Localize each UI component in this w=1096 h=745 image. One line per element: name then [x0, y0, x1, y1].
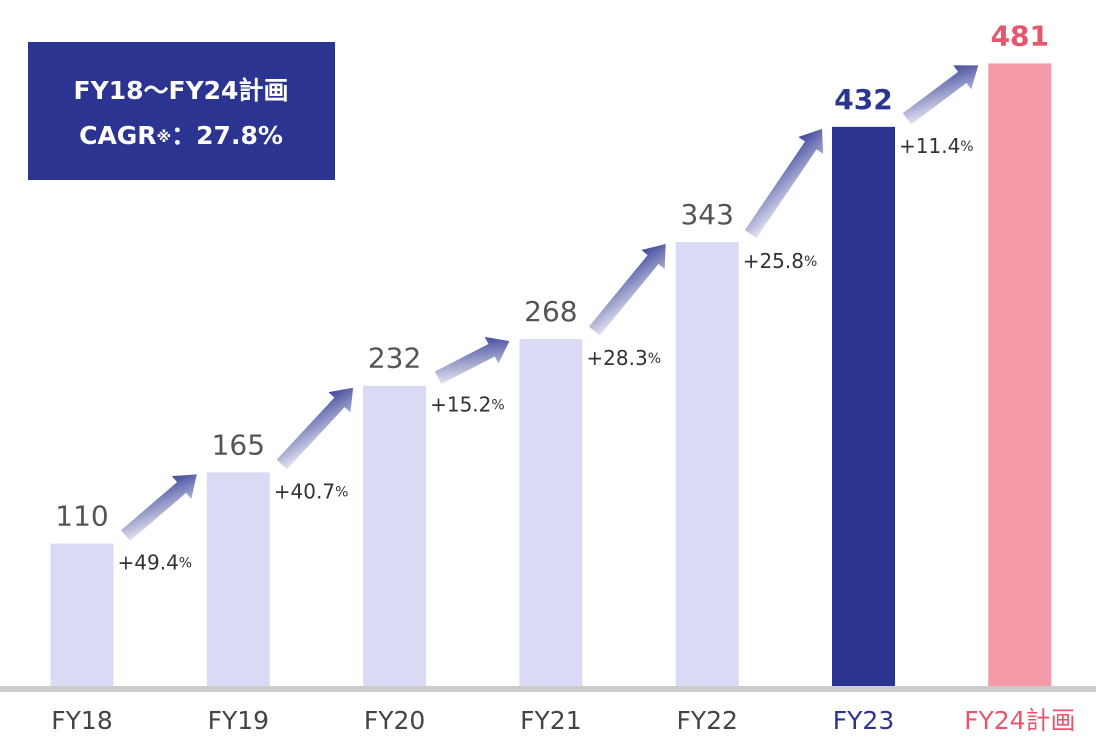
growth-arrow [434, 336, 510, 384]
bar [50, 543, 114, 686]
value-label: 110 [55, 500, 108, 533]
growth-label: +25.8% [743, 249, 818, 273]
value-label: 481 [991, 19, 1049, 52]
growth-arrow [902, 65, 979, 125]
x-tick-label: FY21 [520, 706, 581, 735]
growth-arrow [120, 474, 197, 541]
arrow-shape [744, 128, 824, 238]
arrow-shape [434, 336, 510, 384]
growth-label: +40.7% [274, 479, 349, 503]
value-label: 165 [212, 428, 265, 461]
x-tick-label: FY24計画 [964, 706, 1075, 735]
growth-label: +11.4% [899, 133, 974, 157]
value-label: 432 [834, 83, 892, 116]
value-label: 343 [680, 198, 733, 231]
x-tick-label: FY23 [833, 706, 894, 735]
bar [206, 472, 270, 686]
growth-arrow [744, 128, 824, 238]
value-label: 232 [368, 342, 421, 375]
bar [519, 339, 583, 686]
value-label: 268 [524, 295, 577, 328]
bar [988, 63, 1052, 686]
arrow-shape [120, 474, 197, 541]
cagr-text: FY18〜FY24計画 [74, 76, 289, 105]
growth-arrow [276, 387, 354, 470]
bar [675, 242, 739, 686]
arrow-shape [276, 387, 354, 470]
growth-arrow [588, 244, 666, 336]
growth-label: +49.4% [118, 550, 193, 574]
growth-label: +15.2% [430, 392, 505, 416]
bar [363, 385, 427, 686]
arrow-shape [588, 244, 666, 336]
cagr-box [28, 42, 335, 180]
cagr-text: CAGR※：27.8% [79, 121, 283, 150]
bar [832, 126, 895, 687]
arrow-shape [902, 65, 979, 125]
x-tick-label: FY19 [208, 706, 269, 735]
growth-label: +28.3% [586, 346, 661, 370]
x-tick-label: FY20 [364, 706, 425, 735]
x-tick-label: FY22 [676, 706, 737, 735]
x-tick-label: FY18 [51, 706, 112, 735]
